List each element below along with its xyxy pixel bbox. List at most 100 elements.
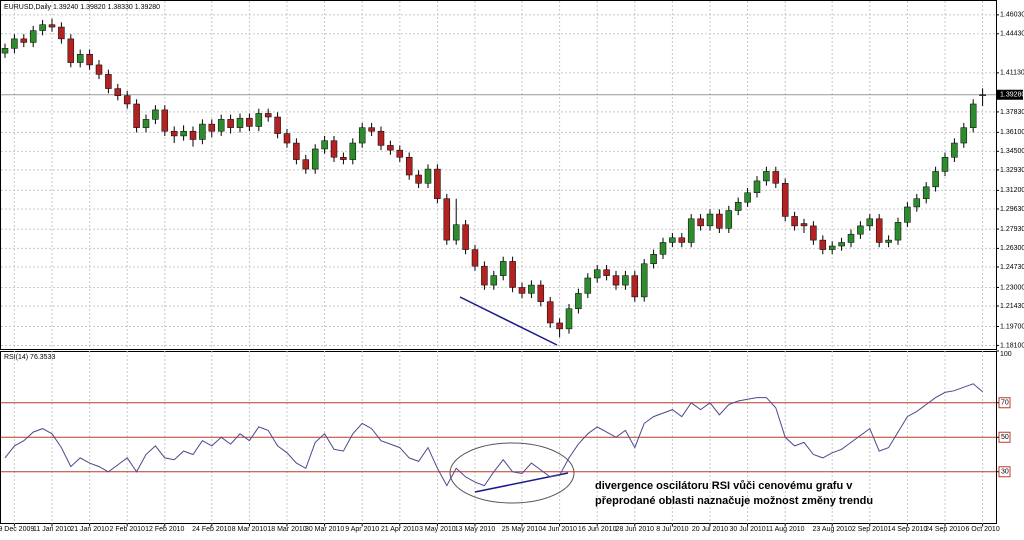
candle-body [302, 159, 310, 170]
candle-body [424, 168, 432, 184]
candle-body [932, 171, 939, 188]
candle-body [631, 275, 639, 298]
y-tick-label: 1.32930 [1000, 167, 1024, 174]
candle-body [528, 284, 535, 294]
candle-body [819, 239, 827, 250]
candle-body [490, 275, 498, 286]
candle-body [396, 149, 404, 158]
y-tick-label: 1.37830 [1000, 109, 1024, 116]
y-tick-label: 100 [1000, 351, 1012, 358]
y-tick-label: 1.31200 [1000, 187, 1024, 194]
candle-body [321, 140, 328, 150]
x-tick-label: 3 May 2010 [419, 526, 456, 533]
candle-body [11, 38, 18, 49]
candle-body [857, 225, 864, 235]
candle-body [349, 142, 357, 160]
y-tick-label: 1.27930 [1000, 226, 1024, 233]
candle-body [29, 30, 37, 43]
x-tick-label: 18 Mar 2010 [267, 526, 306, 533]
candle-body [452, 224, 460, 241]
candle-body [368, 127, 375, 132]
candle-body [603, 269, 610, 276]
x-tick-label: 2 Feb 2010 [109, 526, 145, 533]
rsi-title: RSI(14) 76.3533 [4, 354, 55, 361]
x-tick-label: 28 Jun 2010 [616, 526, 655, 533]
x-tick-label: 16 Jun 2010 [578, 526, 617, 533]
candle-body [828, 245, 836, 250]
candle-body [274, 116, 281, 134]
candle-body [217, 119, 225, 132]
candle-body [640, 263, 648, 298]
candle-body [114, 88, 122, 96]
candle-body [58, 26, 65, 40]
y-tick-label: 1.21430 [1000, 303, 1024, 310]
candle-body [293, 142, 300, 160]
y-tick-label: 1.26300 [1000, 245, 1024, 252]
candle-body [415, 174, 422, 184]
x-tick-label: 9 Apr 2010 [345, 526, 379, 533]
y-tick-label: 1.41130 [1000, 70, 1024, 77]
candle-body [180, 130, 187, 137]
candle-body [612, 275, 620, 286]
x-tick-label: 30 Mar 2010 [305, 526, 344, 533]
y-tick-label: 50 [1001, 434, 1009, 441]
price-panel [0, 0, 997, 350]
candle-body [565, 308, 573, 330]
price-title: EURUSD,Daily 1.39240 1.39820 1.38330 1.3… [4, 4, 160, 11]
candle-body [518, 287, 526, 294]
candle-body [941, 156, 949, 172]
candle-body [95, 64, 103, 75]
candle-body [791, 216, 798, 227]
price-trendline [459, 296, 558, 346]
annotation: divergence oscilátoru RSI vůči cenovému … [595, 480, 853, 492]
candle-body [358, 127, 366, 144]
candle-body [227, 119, 234, 128]
candle-body [593, 269, 601, 279]
level-box [998, 397, 1011, 409]
candle-body [255, 113, 263, 127]
y-tick-label: 1.29630 [1000, 206, 1024, 213]
y-tick-label: 1.44430 [1000, 31, 1024, 38]
rsi-line [4, 383, 983, 487]
candle-body [133, 103, 140, 128]
candle-body [264, 113, 272, 118]
candle-body [499, 261, 507, 276]
candle-body [622, 275, 629, 286]
candle-body [340, 156, 347, 160]
candle-body [725, 210, 733, 229]
candle-body [951, 142, 958, 158]
x-tick-label: 11 Aug 2010 [766, 526, 805, 533]
x-tick-label: 25 May 2010 [502, 526, 543, 533]
candle-body [763, 171, 770, 182]
candle-body [706, 213, 714, 227]
annotation: přeprodané oblasti naznačuje možnost změ… [595, 495, 873, 507]
x-tick-label: 23 Aug 2010 [813, 526, 852, 533]
candle-body [697, 218, 704, 227]
candle-body [734, 201, 742, 211]
candle-body [20, 38, 28, 43]
x-tick-label: 21 Apr 2010 [381, 526, 419, 533]
candle-body [913, 198, 921, 208]
x-tick-label: 21 Jan 2010 [70, 526, 109, 533]
candle-body [716, 213, 723, 229]
candle-body [236, 117, 244, 128]
candle-body [199, 123, 206, 140]
x-tick-label: 8 Jul 2010 [656, 526, 688, 533]
candle-body [810, 225, 817, 241]
candle-body [866, 218, 874, 227]
candle-body [471, 249, 479, 267]
candle-body [48, 24, 56, 28]
candle-body [330, 140, 338, 158]
candle-body [885, 239, 892, 243]
candle-body [405, 156, 413, 176]
candle-body [387, 145, 394, 151]
candle-body [960, 127, 968, 144]
x-tick-label: 11 Jan 2010 [33, 526, 71, 533]
candle-body [753, 180, 761, 194]
last-price-box [997, 89, 1023, 100]
candle-body [481, 265, 488, 286]
candle-body [161, 109, 169, 132]
candle-body [170, 130, 178, 137]
candle-body [76, 54, 84, 63]
